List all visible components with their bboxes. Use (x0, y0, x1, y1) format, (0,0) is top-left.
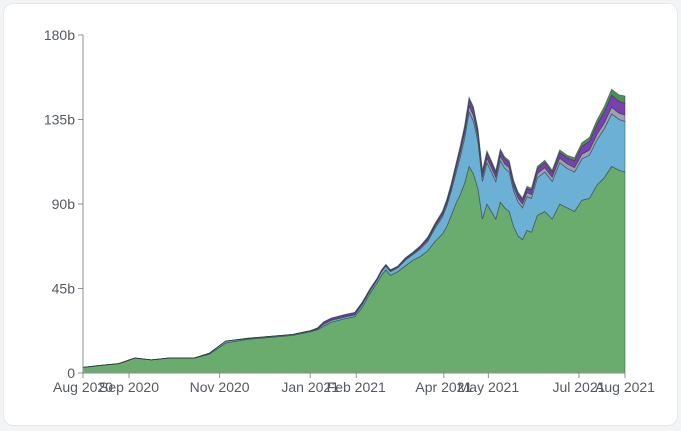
x-tick-label: May 2021 (458, 379, 520, 395)
x-tick-label: Aug 2021 (595, 379, 655, 395)
y-tick-label: 180b (44, 27, 75, 43)
x-tick-label: Feb 2021 (327, 379, 386, 395)
y-tick-label: 90b (52, 196, 76, 212)
y-tick-label: 135b (44, 112, 75, 128)
x-tick-label: Nov 2020 (190, 379, 250, 395)
x-tick-label: Aug 2020 (53, 379, 113, 395)
x-tick-label: Jul 2021 (552, 379, 605, 395)
y-tick-label: 45b (52, 281, 76, 297)
x-tick-label: Sep 2020 (99, 379, 159, 395)
x-tick-label: Jan 2021 (281, 379, 339, 395)
y-axis: 0 45b 90b 135b 180b (44, 27, 84, 381)
area-series-5 (82, 88, 626, 368)
y-tick-label: 0 (67, 365, 75, 381)
x-tick-label: Apr 2021 (415, 379, 472, 395)
chart-areas (82, 88, 626, 374)
